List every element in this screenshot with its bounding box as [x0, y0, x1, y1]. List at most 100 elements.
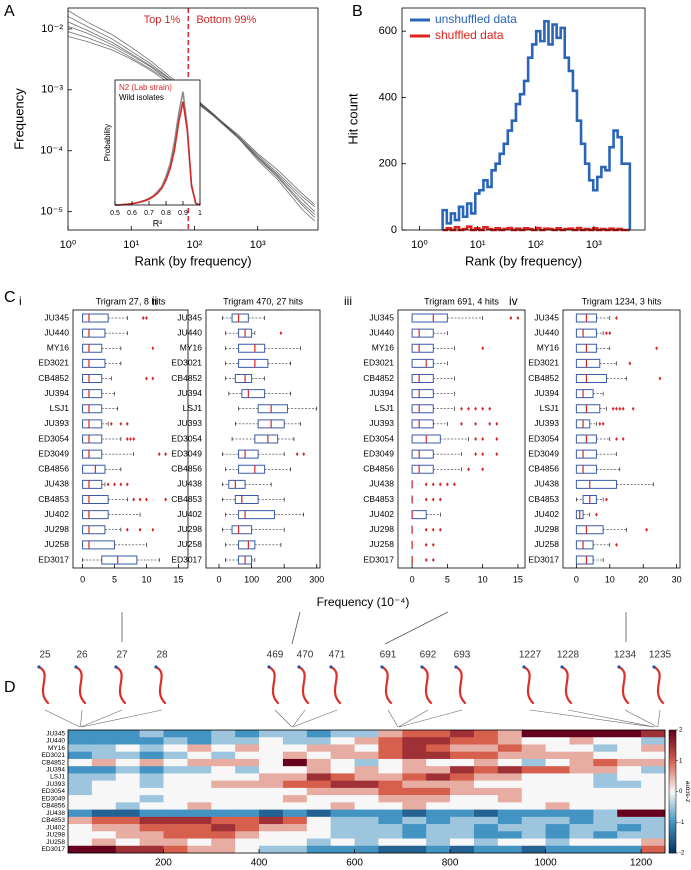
heatmap-cell	[282, 831, 308, 839]
heatmap-cell	[139, 780, 164, 789]
heatmap-cell	[450, 809, 475, 818]
colorbar-swatch	[669, 837, 676, 841]
heatmap-cell	[259, 737, 284, 745]
heatmap-cell	[330, 737, 355, 745]
outlier	[424, 542, 428, 547]
heatmap-cell	[497, 737, 523, 745]
heatmap-cell	[473, 838, 499, 847]
heatmap-cell	[354, 773, 379, 781]
legend-label: Wild isolates	[119, 93, 164, 102]
outlier	[125, 421, 129, 426]
heatmap-cell	[354, 744, 379, 753]
row-label: LSJ1	[50, 774, 65, 781]
colorbar-swatch	[669, 803, 676, 808]
x-tick-label: 1200	[630, 858, 653, 869]
heatmap-cell	[354, 809, 379, 818]
trigram-icon	[74, 665, 87, 705]
heatmap-cell	[641, 730, 666, 738]
heatmap-cell	[521, 744, 546, 753]
heatmap-cell	[521, 816, 546, 825]
row-label: JU402	[46, 824, 65, 831]
outlier	[125, 437, 129, 441]
trigram-icon-head	[267, 665, 271, 669]
heatmap-cell	[139, 773, 164, 781]
subpanel-label: ii	[152, 294, 157, 308]
heatmap-cell	[235, 831, 260, 839]
heatmap-cell	[282, 758, 308, 767]
box	[231, 525, 253, 535]
category-label: CB4852	[171, 373, 202, 383]
heatmap-cell	[402, 831, 427, 839]
category-label: ED3054	[38, 433, 69, 443]
trigram-icon	[454, 665, 467, 705]
heatmap-cell	[426, 773, 451, 781]
heatmap-cell	[378, 838, 403, 847]
heatmap-cell	[378, 816, 403, 825]
box	[575, 449, 597, 459]
heatmap-cell	[402, 737, 427, 745]
y-tick-label: 0	[391, 224, 397, 236]
outlier	[655, 346, 658, 351]
trigram-icon	[522, 665, 535, 705]
x-tick-label: 0	[80, 574, 85, 584]
heatmap-cell	[569, 795, 594, 803]
heatmap-cell	[450, 766, 475, 774]
heatmap-cell	[521, 795, 546, 803]
heatmap-cell	[426, 780, 451, 789]
heatmap-cell	[259, 766, 284, 774]
outlier	[106, 482, 110, 487]
outlier	[460, 421, 463, 426]
heatmap-cell	[569, 751, 594, 760]
heatmap-cell	[282, 737, 308, 745]
heatmap-cell	[545, 766, 570, 774]
trigram-icon	[297, 665, 310, 705]
heatmap-cell	[569, 838, 594, 847]
x-tick-label: 20	[638, 574, 648, 584]
panel-title: Trigram 27, 8 hits	[96, 296, 166, 306]
heatmap-cell	[521, 780, 546, 789]
heatmap-cell	[330, 766, 355, 774]
trigram-bracket	[274, 709, 293, 728]
heatmap-cell	[115, 802, 140, 810]
heatmap-cell	[163, 773, 188, 781]
category-label: ED3017	[363, 554, 394, 564]
heatmap-cell	[68, 816, 93, 825]
y-tick-label: 10⁻³	[41, 84, 63, 96]
colorbar-swatch	[669, 730, 676, 734]
heatmap-cell	[211, 831, 236, 839]
category-label: ED3021	[363, 358, 394, 368]
heatmap-cell	[497, 744, 523, 753]
heatmap-cell	[473, 795, 499, 803]
y-axis-label: Hit count	[345, 93, 360, 145]
category-label: ED3049	[363, 448, 394, 458]
outlier	[621, 437, 625, 441]
heatmap-cell	[593, 809, 618, 818]
heatmap-cell	[593, 730, 618, 738]
outlier	[279, 331, 283, 336]
y-tick-label: 10⁻⁵	[40, 206, 63, 218]
heatmap-cell	[163, 744, 188, 753]
x-tick-label: 1	[198, 210, 202, 217]
colorbar-swatch	[669, 757, 676, 762]
category-label: JU393	[369, 418, 394, 428]
heatmap-cell	[378, 787, 403, 796]
heatmap-cell	[187, 816, 212, 825]
heatmap-cell	[521, 809, 546, 818]
heatmap-cell	[402, 845, 427, 854]
heatmap-cell	[521, 758, 546, 767]
x-tick-label: 100	[244, 574, 259, 584]
outlier	[141, 316, 145, 320]
colorbar-swatch	[669, 773, 676, 777]
heatmap-cell	[211, 838, 236, 847]
heatmap-cell	[68, 831, 93, 839]
outlier	[601, 421, 605, 426]
heatmap-cell	[378, 824, 403, 832]
outlier	[608, 331, 612, 336]
heatmap-cell	[211, 802, 236, 810]
outlier	[481, 467, 485, 472]
outlier	[495, 452, 499, 457]
heatmap-cell	[211, 809, 236, 818]
heatmap-cell	[68, 809, 93, 818]
heatmap-cell	[330, 744, 355, 753]
heatmap-cell	[139, 787, 164, 796]
